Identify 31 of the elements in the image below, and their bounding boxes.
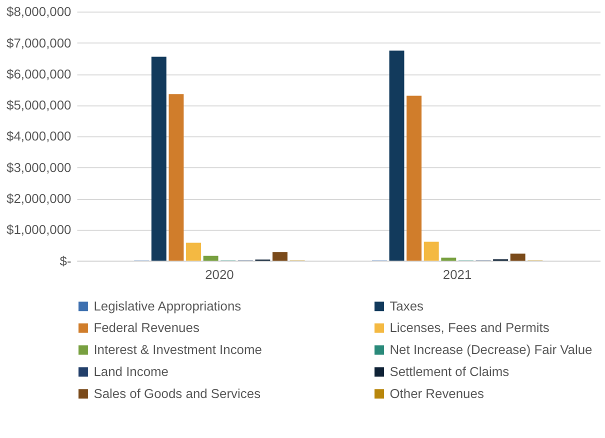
legend-label: Federal Revenues <box>94 320 200 336</box>
y-tick-label: $1,000,000 <box>6 222 72 238</box>
bar <box>389 50 404 261</box>
y-tick-label: $4,000,000 <box>6 128 72 144</box>
legend-label: Land Income <box>94 364 169 379</box>
legend-label: Licenses, Fees and Permits <box>390 320 550 336</box>
y-tick-label: $5,000,000 <box>6 98 72 113</box>
bar <box>168 94 184 261</box>
bar <box>406 96 422 261</box>
bar <box>510 254 526 261</box>
bar <box>272 252 288 261</box>
y-tick-label: $6,000,000 <box>6 66 72 82</box>
bar <box>441 258 456 261</box>
legend-label: Net Increase (Decrease) Fair Value <box>390 342 592 357</box>
x-tick-label: 2020 <box>205 267 234 282</box>
bar <box>186 242 201 261</box>
y-tick-label: $- <box>60 253 72 268</box>
legend-label: Interest & Investment Income <box>94 342 262 357</box>
y-tick-label: $2,000,000 <box>6 191 72 206</box>
legend-label: Other Revenues <box>390 386 484 401</box>
legend-label: Settlement of Claims <box>390 364 510 379</box>
bar <box>151 56 166 261</box>
y-tick-label: $7,000,000 <box>6 35 72 50</box>
legend-label: Legislative Appropriations <box>94 298 242 314</box>
y-tick-label: $8,000,000 <box>6 4 72 20</box>
y-tick-label: $3,000,000 <box>6 160 72 175</box>
x-tick-label: 2021 <box>442 267 472 282</box>
legend-label: Sales of Goods and Services <box>94 386 261 401</box>
bar <box>424 242 439 261</box>
bar <box>203 256 218 261</box>
legend-label: Taxes <box>390 298 424 314</box>
